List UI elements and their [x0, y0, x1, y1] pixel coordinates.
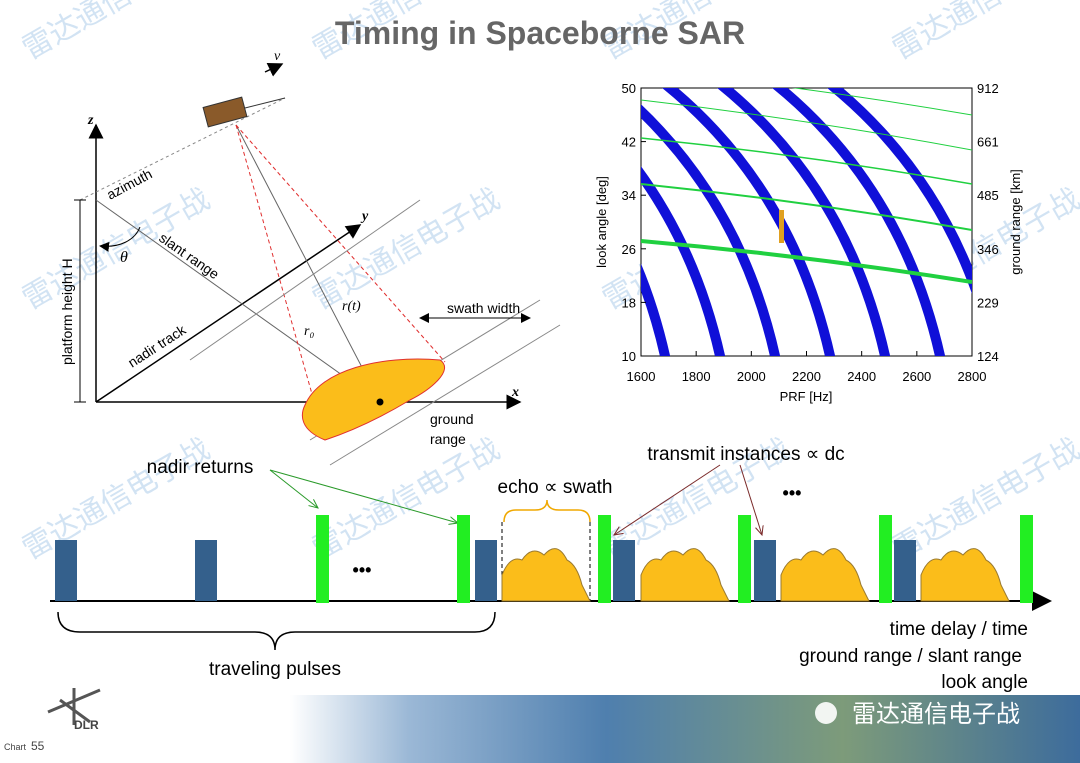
wechat-icon	[815, 702, 837, 724]
y2-tick-label: 661	[977, 135, 999, 150]
label: swath width	[447, 300, 520, 316]
label: r(t)	[342, 299, 361, 314]
arrow	[269, 469, 458, 523]
label: y	[360, 209, 369, 224]
y-tick-label: 34	[622, 188, 636, 203]
blind-range-band	[641, 263, 671, 356]
arrow	[739, 464, 762, 535]
y2-tick-label: 485	[977, 188, 999, 203]
y-tick-label: 50	[622, 81, 636, 96]
label: range	[430, 431, 466, 447]
x-tick-label: 2800	[958, 369, 987, 384]
iso-line	[791, 88, 972, 116]
chart-label: Chart	[4, 742, 27, 752]
y-tick-label: 10	[622, 349, 636, 364]
x-tick-label: 1800	[682, 369, 711, 384]
y2-axis-label: ground range [km]	[1008, 169, 1023, 275]
label: θ	[120, 249, 128, 266]
title: Timing in Spaceborne SAR	[335, 15, 745, 51]
prf-chart: PRF [Hz] look angle [deg] ground range […	[594, 81, 1023, 404]
footer: DLR Chart 55 雷达通信电子战	[4, 688, 1080, 763]
y2-tick-label: 346	[977, 242, 999, 257]
annotation: nadir returns	[147, 457, 254, 478]
blind-range-band	[641, 166, 726, 356]
arrow	[614, 464, 721, 535]
blind-range-band	[662, 88, 836, 356]
blind-range-band	[717, 88, 891, 356]
label: azimuth	[104, 166, 155, 203]
y2-tick-label: 124	[977, 349, 999, 364]
blind-range-band	[641, 104, 781, 356]
pulse	[613, 540, 635, 601]
iso-line	[641, 183, 972, 231]
label: v	[274, 49, 281, 64]
y-axis-label: look angle [deg]	[594, 176, 609, 268]
label: slant range	[156, 229, 222, 282]
iso-line	[641, 99, 972, 151]
logo-mark	[47, 688, 101, 725]
x-tick-label: 2400	[847, 369, 876, 384]
x-tick-label: 2200	[792, 369, 821, 384]
page-number: 55	[31, 739, 45, 753]
annotation: echo ∝ swath	[498, 477, 613, 498]
iso-line	[641, 239, 972, 284]
x-tick-label: 1600	[627, 369, 656, 384]
banner	[290, 695, 1080, 763]
ellipsis: •••	[353, 560, 372, 580]
echo	[920, 548, 1010, 602]
logo-text: DLR	[74, 718, 99, 732]
axis-label: ground range / slant range	[799, 646, 1022, 667]
ellipsis: •••	[783, 483, 802, 503]
watermark: 雷达通信电子战	[887, 0, 1080, 67]
axis-label: time delay / time	[890, 619, 1028, 640]
brace	[503, 499, 591, 523]
wechat-name: 雷达通信电子战	[852, 701, 1020, 728]
blind-range-band	[827, 88, 972, 294]
watermark: 雷达通信电子战	[307, 182, 506, 317]
y-tick-label: 42	[622, 135, 636, 150]
y-tick-label: 18	[622, 295, 636, 310]
pulse	[475, 540, 497, 601]
label: z	[87, 113, 94, 128]
pulse	[754, 540, 776, 601]
geometry-diagram	[74, 62, 561, 466]
label: x	[511, 385, 519, 400]
nadir-return	[738, 515, 751, 603]
operating-point	[779, 210, 784, 243]
pulse	[894, 540, 916, 601]
x-tick-label: 2600	[902, 369, 931, 384]
label: ground	[430, 411, 474, 427]
nadir-return	[316, 515, 329, 603]
watermark: 雷达通信电子战	[17, 0, 216, 67]
timing-diagram: nadir returns echo ∝ swath transmit inst…	[50, 444, 1052, 693]
arrow	[269, 469, 318, 508]
blind-range-band	[772, 88, 946, 356]
label: r₀	[304, 324, 314, 339]
nadir-return	[457, 515, 470, 603]
echo	[780, 548, 870, 602]
nadir-return	[598, 515, 611, 603]
brace	[57, 611, 496, 651]
annotation: traveling pulses	[209, 659, 341, 680]
annotation: transmit instances ∝ dc	[647, 444, 844, 465]
x-tick-label: 2000	[737, 369, 766, 384]
curves	[641, 88, 972, 356]
axis-label: look angle	[941, 672, 1028, 693]
pulse	[195, 540, 217, 601]
iso-line	[641, 137, 972, 185]
nadir-return	[1020, 515, 1033, 603]
y2-tick-label: 912	[977, 81, 999, 96]
pulse	[55, 540, 77, 601]
x-axis-label: PRF [Hz]	[780, 389, 833, 404]
echo	[640, 548, 730, 602]
y2-tick-label: 229	[977, 295, 999, 310]
nadir-return	[879, 515, 892, 603]
y-tick-label: 26	[622, 242, 636, 257]
label: platform height H	[59, 258, 75, 365]
plot-frame	[640, 87, 973, 357]
echo	[501, 548, 591, 602]
watermark: 雷达通信电子战	[17, 432, 216, 567]
